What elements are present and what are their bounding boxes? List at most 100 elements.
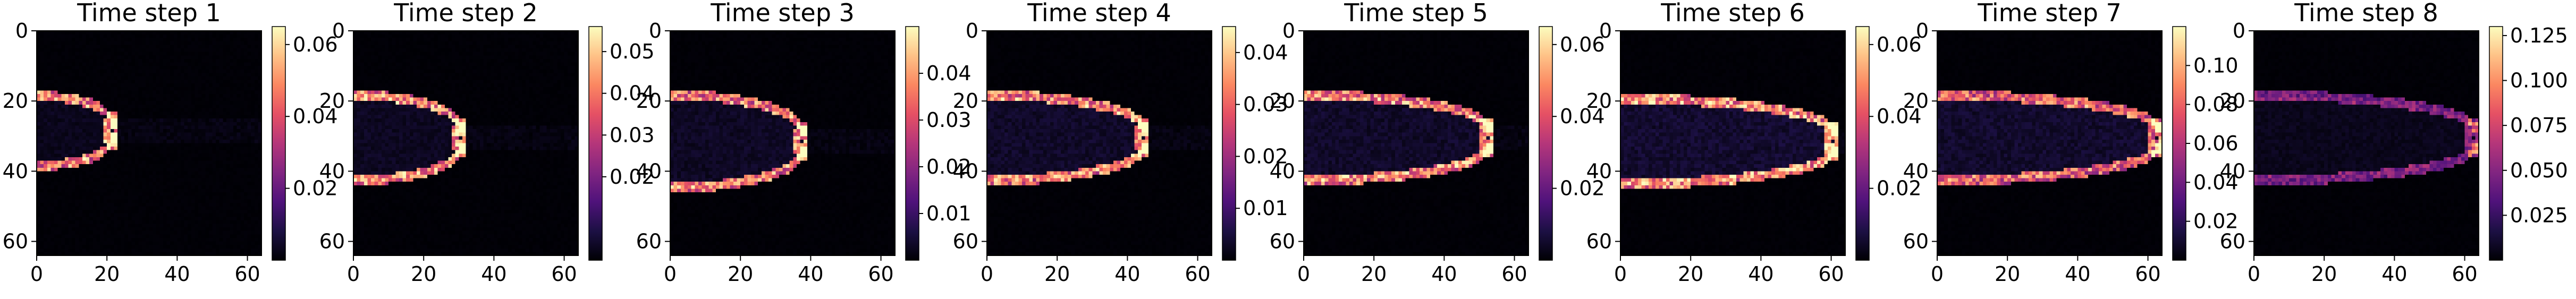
y-tick-label: 60 [2220, 230, 2245, 253]
axes-frame [670, 30, 896, 256]
panel-title: Time step 2 [393, 0, 538, 27]
colorbar-tick-label: 0.04 [1560, 105, 1605, 128]
y-tick-label: 40 [636, 159, 662, 183]
y-tick-label: 20 [953, 89, 978, 113]
x-tick-label: 0 [664, 262, 677, 286]
colorbar [1222, 26, 1236, 261]
y-tick-label: 60 [1270, 230, 1295, 253]
y-tick-label: 40 [1270, 159, 1295, 183]
y-tick-label: 40 [1903, 159, 1929, 183]
y-tick-label: 20 [2220, 89, 2245, 113]
x-tick-label: 60 [551, 262, 577, 286]
x-tick-label: 40 [2065, 262, 2090, 286]
colorbar-tick-label: 0.025 [2510, 203, 2568, 227]
colorbar-tick-label: 0.04 [610, 82, 655, 105]
y-tick-label: 20 [1270, 89, 1295, 113]
colorbar-tick-label: 0.02 [1243, 144, 1288, 168]
colorbar-tick-label: 0.04 [926, 62, 972, 85]
colorbar-tick-label: 0.06 [1560, 33, 1605, 56]
colorbar-tick-label: 0.02 [293, 177, 338, 200]
x-tick-label: 40 [1114, 262, 1140, 286]
panel-2: Time step 20 20 40 6002040600.020.030.040.0… [319, 0, 655, 286]
colorbar-tick-label: 0.02 [926, 155, 972, 178]
colorbar-tick-label: 0.02 [1560, 177, 1605, 200]
x-tick-label: 40 [2381, 262, 2407, 286]
panel-title: Time step 3 [710, 0, 855, 27]
x-tick-label: 60 [2135, 262, 2160, 286]
x-tick-label: 0 [981, 262, 993, 286]
heatmap-image [37, 31, 261, 255]
x-tick-label: 60 [1501, 262, 1527, 286]
x-tick-label: 60 [234, 262, 260, 286]
panel-title: Time step 1 [77, 0, 221, 27]
y-tick-label: 40 [1586, 159, 1612, 183]
colorbar-tick-label: 0.03 [926, 108, 972, 132]
y-tick-label: 0 [1282, 19, 1295, 42]
colorbar-tick-label: 0.04 [293, 105, 338, 128]
y-tick-label: 20 [3, 89, 28, 113]
x-tick-label: 0 [2248, 262, 2260, 286]
colorbar [2172, 26, 2186, 261]
y-tick-label: 60 [953, 230, 978, 253]
colorbar-tick-label: 0.01 [926, 202, 972, 225]
y-tick-label: 40 [319, 159, 345, 183]
axes-frame [986, 30, 1212, 256]
x-tick-label: 40 [1748, 262, 1773, 286]
colorbar [2489, 26, 2503, 261]
heatmap-image [1937, 31, 2162, 255]
axes-frame [36, 30, 262, 256]
colorbar-tick-label: 0.06 [293, 33, 338, 56]
y-tick-label: 40 [3, 159, 28, 183]
colorbar-tick-label: 0.04 [2193, 170, 2239, 194]
colorbar [588, 26, 603, 261]
colorbar-tick-label: 0.02 [610, 165, 655, 189]
colorbar [1539, 26, 1553, 261]
y-tick-label: 40 [2220, 159, 2245, 183]
y-tick-label: 20 [1586, 89, 1612, 113]
x-tick-label: 60 [1818, 262, 1844, 286]
x-tick-label: 40 [481, 262, 506, 286]
colorbar-tick-label: 0.06 [1877, 33, 1922, 56]
x-tick-label: 40 [164, 262, 190, 286]
colorbar-tick-label: 0.050 [2510, 159, 2568, 182]
x-tick-label: 40 [1431, 262, 1457, 286]
x-tick-label: 0 [30, 262, 43, 286]
x-tick-label: 20 [411, 262, 436, 286]
x-tick-label: 20 [2311, 262, 2337, 286]
colorbar-tick-label: 0.02 [1877, 177, 1922, 200]
x-tick-label: 40 [798, 262, 823, 286]
axes-frame [1937, 30, 2163, 256]
heatmap-image [1620, 31, 1845, 255]
colorbar-tick-label: 0.125 [2510, 24, 2568, 47]
heatmap-image [353, 31, 578, 255]
heatmap-image [1304, 31, 1528, 255]
colorbar-tick-label: 0.01 [1243, 197, 1288, 220]
x-tick-label: 20 [728, 262, 753, 286]
axes-frame [353, 30, 579, 256]
x-tick-label: 60 [1185, 262, 1210, 286]
y-tick-label: 0 [2233, 19, 2245, 42]
colorbar [905, 26, 919, 261]
colorbar-tick-label: 0.02 [2193, 210, 2239, 233]
x-tick-label: 20 [1361, 262, 1387, 286]
colorbar-tick-label: 0.08 [2193, 93, 2239, 116]
colorbar-tick-label: 0.04 [1243, 41, 1288, 64]
colorbar [1855, 26, 1870, 261]
colorbar-tick-label: 0.03 [610, 123, 655, 147]
colorbar-tick-label: 0.03 [1243, 93, 1288, 116]
panel-title: Time step 8 [2294, 0, 2438, 27]
axes-frame [1303, 30, 1529, 256]
colorbar-tick-label: 0.04 [1877, 105, 1922, 128]
colorbar-tick-label: 0.10 [2193, 54, 2239, 77]
colorbar-tick-label: 0.100 [2510, 69, 2568, 92]
x-tick-label: 20 [94, 262, 120, 286]
y-tick-label: 0 [1916, 19, 1929, 42]
y-tick-label: 60 [1903, 230, 1929, 253]
y-tick-label: 40 [953, 159, 978, 183]
panel-7: Time step 70 20 40 6002040600.020.040.060.0… [1903, 0, 2239, 286]
colorbar-tick-label: 0.075 [2510, 114, 2568, 137]
x-tick-label: 0 [347, 262, 360, 286]
